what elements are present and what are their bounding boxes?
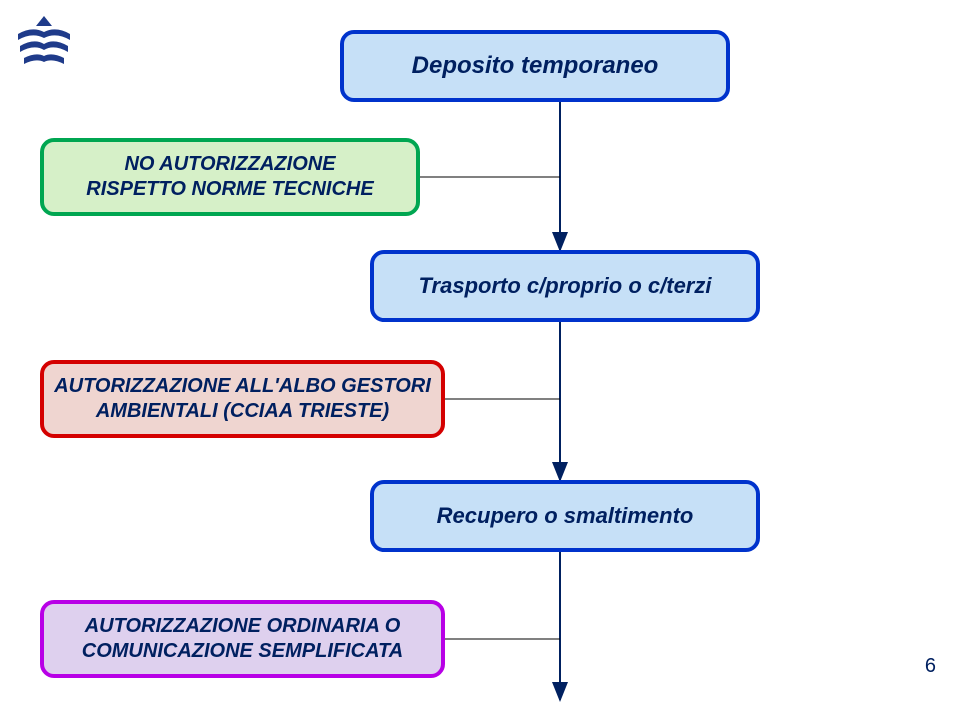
page-number: 6 [925,655,936,678]
label: Deposito temporaneo [412,51,659,81]
stage-trasporto: Trasporto c/proprio o c/terzi [370,250,760,322]
label: AUTORIZZAZIONE ORDINARIA O COMUNICAZIONE… [54,614,431,664]
label: AUTORIZZAZIONE ALL'ALBO GESTORI AMBIENTA… [54,374,431,424]
stage-recupero-smaltimento: Recupero o smaltimento [370,480,760,552]
label: Trasporto c/proprio o c/terzi [419,272,712,300]
note-autorizzazione-albo: AUTORIZZAZIONE ALL'ALBO GESTORI AMBIENTA… [40,360,445,438]
note-autorizzazione-ordinaria: AUTORIZZAZIONE ORDINARIA O COMUNICAZIONE… [40,600,445,678]
note-no-autorizzazione: NO AUTORIZZAZIONERISPETTO NORME TECNICHE [40,138,420,216]
label: Recupero o smaltimento [437,502,694,530]
confindustria-logo [14,14,74,68]
stage-deposito-temporaneo: Deposito temporaneo [340,30,730,102]
label: NO AUTORIZZAZIONERISPETTO NORME TECNICHE [86,152,373,202]
